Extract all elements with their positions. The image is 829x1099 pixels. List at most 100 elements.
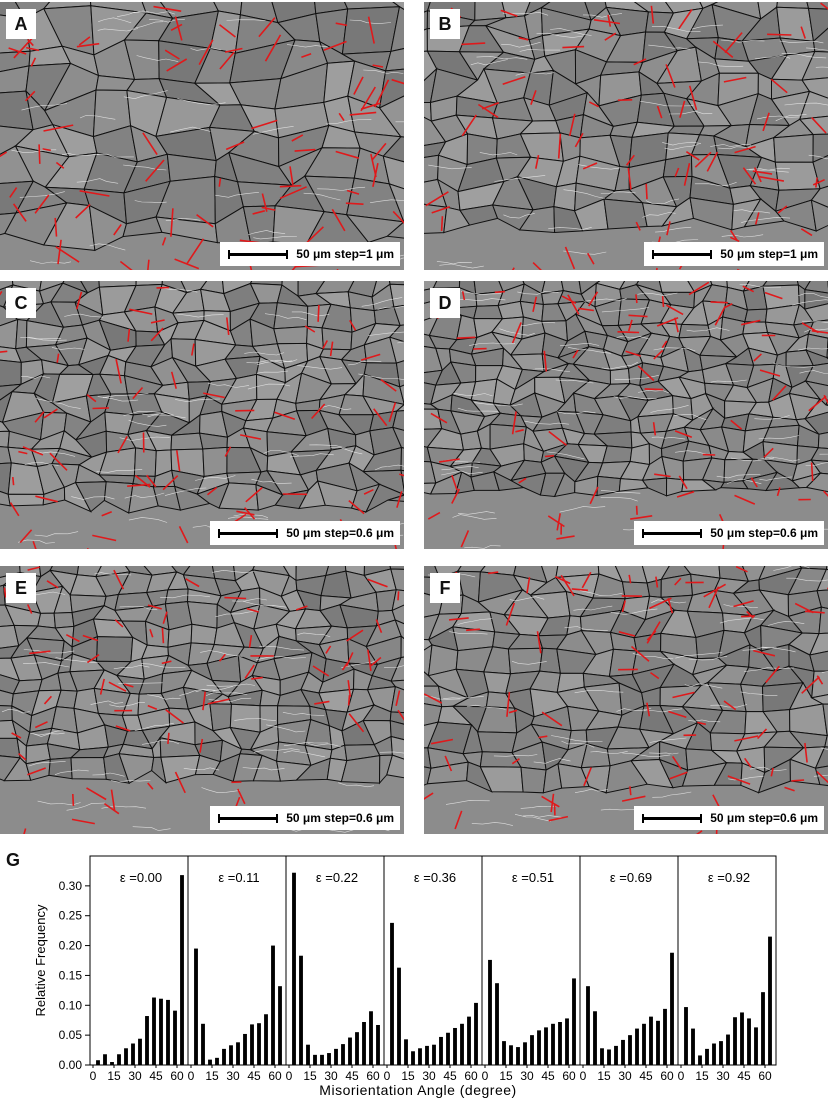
- histogram-bar: [432, 1044, 436, 1065]
- x-tick-label: 60: [562, 1069, 576, 1083]
- histogram-bar: [124, 1048, 128, 1065]
- x-tick-label: 45: [541, 1069, 555, 1083]
- scale-bar-label: 50 μm step=1 μm: [720, 247, 818, 261]
- x-tick-label: 45: [247, 1069, 261, 1083]
- histogram-bar: [320, 1054, 324, 1065]
- x-tick-label: 0: [482, 1069, 489, 1083]
- ebsd-map-panel-a: A 50 μm step=1 μm: [0, 2, 404, 270]
- histogram-bar: [670, 952, 674, 1065]
- histogram-bar: [747, 1018, 751, 1065]
- histogram-bar: [719, 1041, 723, 1065]
- x-tick-label: 45: [345, 1069, 359, 1083]
- y-tick-label: 0.05: [59, 1028, 83, 1042]
- histogram-bar: [355, 1032, 359, 1065]
- x-tick-label: 15: [401, 1069, 415, 1083]
- histogram-bar: [537, 1030, 541, 1065]
- histogram-bar: [243, 1033, 247, 1065]
- grain-boundary-map: [424, 2, 828, 270]
- histogram-bar: [635, 1028, 639, 1065]
- histogram-bar: [369, 1011, 373, 1065]
- histogram-bar: [173, 1010, 177, 1065]
- x-tick-label: 45: [149, 1069, 163, 1083]
- histogram-bar: [397, 967, 401, 1065]
- histogram-bar: [201, 1023, 205, 1065]
- x-tick-label: 60: [268, 1069, 282, 1083]
- histogram-bar: [698, 1055, 702, 1065]
- histogram-bar: [292, 872, 296, 1065]
- histogram-bar: [264, 1014, 268, 1065]
- x-tick-label: 30: [422, 1069, 436, 1083]
- ebsd-map-panel-e: E 50 μm step=0.6 μm: [0, 566, 404, 834]
- histogram-bar: [642, 1023, 646, 1065]
- histogram-bar: [250, 1024, 254, 1065]
- y-tick-label: 0.10: [59, 998, 83, 1012]
- scale-bar: [218, 813, 279, 823]
- histogram-bar: [705, 1048, 709, 1065]
- histogram-bar: [663, 1008, 667, 1065]
- scale-bar-label: 50 μm step=0.6 μm: [286, 811, 394, 825]
- histogram-bar: [222, 1048, 226, 1065]
- x-tick-label: 45: [737, 1069, 751, 1083]
- x-tick-label: 60: [758, 1069, 772, 1083]
- histogram-bar: [418, 1048, 422, 1065]
- histogram-bar: [376, 1024, 380, 1065]
- x-tick-label: 15: [597, 1069, 611, 1083]
- series-label: ε =0.00: [120, 870, 162, 885]
- x-tick-label: 0: [580, 1069, 587, 1083]
- histogram-bar: [110, 1062, 114, 1065]
- histogram-bar: [460, 1023, 464, 1065]
- histogram-bar: [740, 1012, 744, 1065]
- histogram-bar: [649, 1016, 653, 1065]
- histogram-bar: [628, 1035, 632, 1065]
- histogram-bar: [96, 1060, 100, 1065]
- histogram-bar: [607, 1049, 611, 1065]
- histogram-bar: [453, 1027, 457, 1065]
- x-tick-label: 30: [128, 1069, 142, 1083]
- histogram-bar: [593, 1011, 597, 1065]
- scale-bar: [228, 249, 289, 259]
- histogram-bar: [229, 1045, 233, 1065]
- x-tick-label: 0: [188, 1069, 195, 1083]
- histogram-bar: [271, 945, 275, 1065]
- histogram-bar: [733, 1017, 737, 1065]
- x-axis-label: Misorientation Angle (degree): [319, 1082, 516, 1098]
- x-tick-label: 15: [205, 1069, 219, 1083]
- histogram-bar: [726, 1034, 730, 1065]
- histogram-bar: [145, 1016, 149, 1065]
- histogram-bar: [558, 1022, 562, 1065]
- histogram-bar: [404, 1039, 408, 1065]
- histogram-bar: [117, 1054, 121, 1065]
- x-tick-label: 45: [639, 1069, 653, 1083]
- scale-bar: [642, 528, 703, 538]
- histogram-bar: [754, 1027, 758, 1065]
- histogram-bar: [684, 1007, 688, 1065]
- scale-bar-label: 50 μm step=1 μm: [296, 247, 394, 261]
- series-label: ε =0.22: [316, 870, 358, 885]
- grain-boundary-map: [424, 566, 828, 834]
- scale-bar-box: 50 μm step=0.6 μm: [634, 806, 824, 830]
- histogram-bar: [194, 948, 198, 1065]
- scale-bar-label: 50 μm step=0.6 μm: [710, 526, 818, 540]
- histogram-bar: [768, 936, 772, 1065]
- histogram-bar: [313, 1054, 317, 1065]
- x-tick-label: 15: [107, 1069, 121, 1083]
- panel-label-e: E: [6, 573, 36, 603]
- histogram-bar: [502, 1041, 506, 1065]
- y-tick-label: 0.15: [59, 968, 83, 982]
- histogram-bar: [691, 1028, 695, 1065]
- scale-bar-box: 50 μm step=1 μm: [220, 242, 400, 266]
- scale-bar-label: 50 μm step=0.6 μm: [710, 811, 818, 825]
- histogram-bar: [439, 1036, 443, 1065]
- histogram-bar: [236, 1042, 240, 1065]
- histogram-bar: [166, 999, 170, 1065]
- y-tick-label: 0.00: [59, 1058, 83, 1072]
- histogram-bar: [761, 992, 765, 1065]
- histogram-bar: [180, 875, 184, 1065]
- scale-bar-box: 50 μm step=0.6 μm: [210, 521, 400, 545]
- histogram-bar: [446, 1032, 450, 1065]
- histogram-bar: [600, 1048, 604, 1065]
- histogram-bar: [474, 1002, 478, 1065]
- histogram-bar: [411, 1051, 415, 1065]
- scale-bar-box: 50 μm step=1 μm: [644, 242, 824, 266]
- histogram-bar: [159, 998, 163, 1065]
